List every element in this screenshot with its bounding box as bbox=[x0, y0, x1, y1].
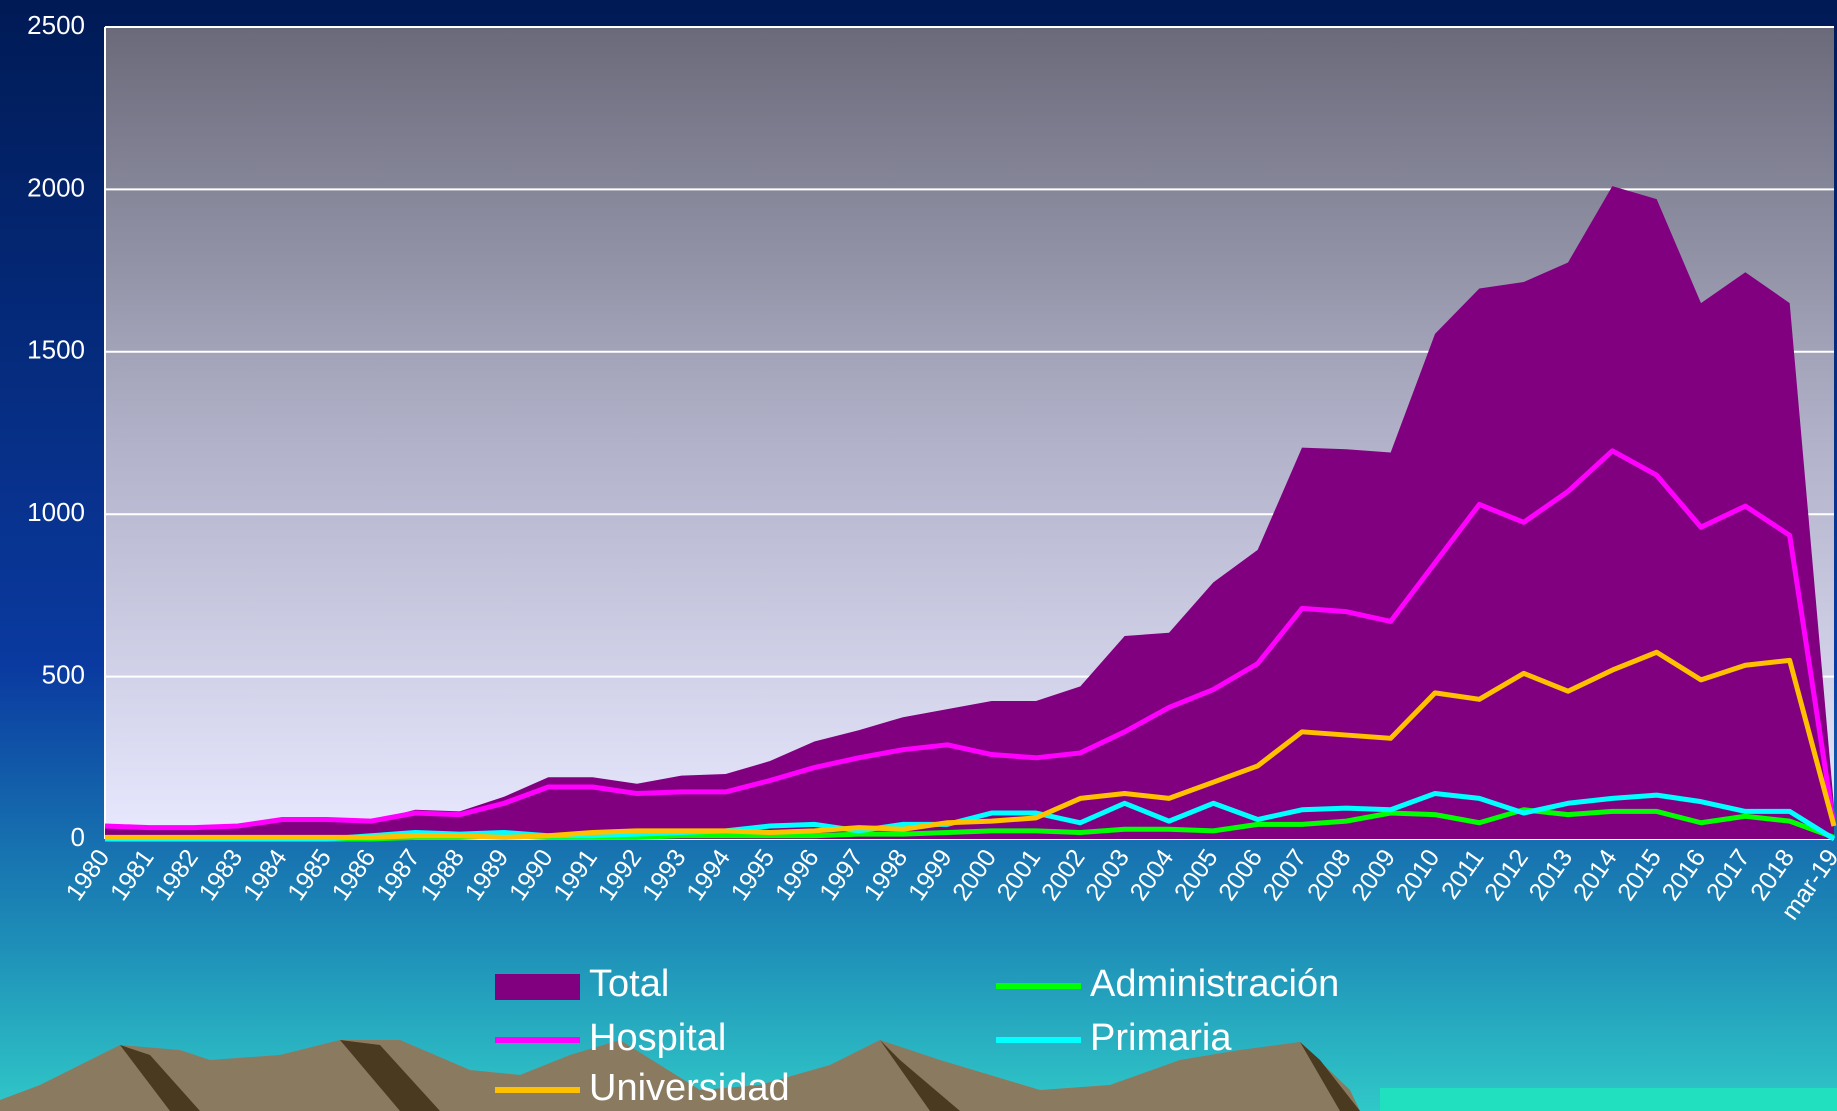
mountains bbox=[0, 1040, 1360, 1111]
legend: Total Administración Hospital Primaria Unive… bbox=[495, 963, 1339, 1109]
area bbox=[105, 186, 1834, 840]
line bbox=[104, 448, 1837, 831]
y-tick-label: 1000 bbox=[27, 497, 85, 527]
y-tick-label: 1500 bbox=[27, 335, 85, 365]
y-tick-label: 500 bbox=[42, 659, 85, 689]
legend-label: Administración bbox=[1090, 963, 1339, 1005]
y-tick-label: 2500 bbox=[27, 10, 85, 40]
legend-swatch bbox=[495, 974, 580, 1000]
line bbox=[105, 649, 1837, 840]
y-tick-label: 0 bbox=[71, 822, 85, 852]
legend-label: Universidad bbox=[589, 1067, 790, 1109]
legend-label: Total bbox=[589, 963, 669, 1005]
y-tick-label: 2000 bbox=[27, 172, 85, 202]
decoration-strip bbox=[1380, 1088, 1837, 1111]
legend-label: Hospital bbox=[589, 1017, 726, 1059]
legend-label: Primaria bbox=[1090, 1017, 1232, 1059]
